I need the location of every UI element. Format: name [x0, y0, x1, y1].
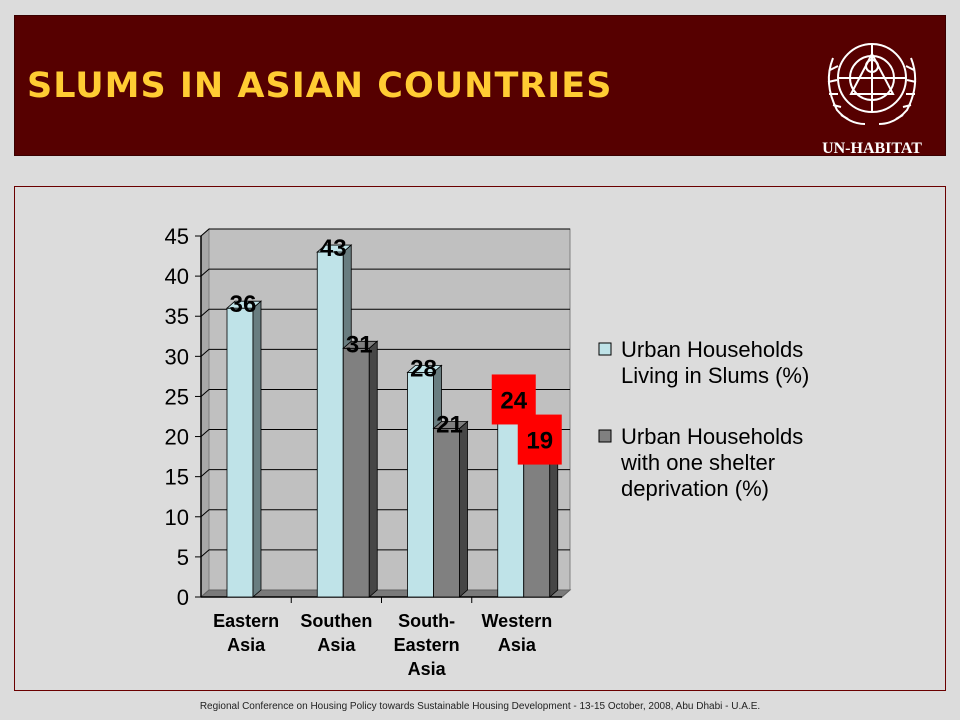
x-tick-label: Eastern — [213, 611, 279, 631]
bar-front — [407, 371, 434, 598]
x-tick-label: Asia — [408, 659, 447, 679]
y-tick-label: 25 — [165, 384, 189, 409]
y-tick-label: 35 — [165, 304, 189, 329]
gridline — [200, 388, 570, 397]
bar — [342, 340, 379, 598]
y-tick-label: 30 — [165, 344, 189, 369]
bar-front — [342, 347, 370, 598]
data-label: 43 — [320, 235, 347, 262]
gridline — [200, 228, 570, 237]
gridline — [200, 268, 570, 277]
y-tick-label: 45 — [165, 224, 189, 249]
un-emblem-icon — [827, 43, 917, 125]
x-tick-label: Southen — [300, 611, 372, 631]
y-tick-label: 40 — [165, 264, 189, 289]
data-label: 24 — [500, 387, 527, 414]
bar — [432, 420, 469, 598]
bar — [522, 436, 559, 598]
x-tick-label: Western — [482, 611, 553, 631]
data-label: 28 — [410, 355, 437, 382]
bar-front — [433, 428, 460, 598]
y-tick-label: 20 — [165, 425, 189, 450]
logo-text: UN-HABITAT — [822, 140, 922, 157]
bar-front — [316, 251, 344, 598]
bar-chart: 0 5 10 15 20 25 30 35 40 45 36 43 28 24 31 21 19 Eastern A… — [165, 224, 810, 679]
data-label: 31 — [346, 331, 373, 358]
plot-side-wall — [200, 227, 210, 599]
chart-panel: 0 5 10 15 20 25 30 35 40 45 36 43 28 24 31 21 19 Eastern A… — [14, 186, 946, 691]
y-tick-label: 5 — [177, 545, 189, 570]
x-tick-label: Asia — [317, 635, 356, 655]
y-tick-label: 15 — [165, 465, 189, 490]
gridline — [200, 348, 570, 357]
bar — [225, 300, 263, 598]
header-banner: SLUMS IN ASIAN COUNTRIES UN-HABITAT — [14, 15, 946, 157]
gridline — [200, 308, 570, 317]
bar-side — [252, 300, 262, 598]
y-tick-label: 0 — [177, 585, 189, 610]
bar-front — [523, 444, 551, 598]
legend-label: with one shelter — [620, 450, 775, 475]
bar-side — [368, 340, 378, 598]
data-label: 36 — [230, 291, 257, 318]
bar-side — [459, 420, 468, 598]
x-tick-label: Asia — [498, 635, 537, 655]
x-tick-label: Asia — [227, 635, 266, 655]
y-tick-label: 10 — [165, 505, 189, 530]
legend-label: Urban Households — [621, 424, 803, 449]
page-title: SLUMS IN ASIAN COUNTRIES — [27, 66, 613, 106]
footer-text: Regional Conference on Housing Policy to… — [199, 701, 761, 712]
bar-front — [226, 307, 254, 598]
legend-swatch — [598, 342, 612, 356]
data-label-highlight — [517, 414, 562, 465]
legend-label: Living in Slums (%) — [621, 363, 809, 388]
legend-label: deprivation (%) — [621, 476, 769, 501]
data-label: 19 — [526, 428, 553, 455]
x-tick-label: South- — [398, 611, 455, 631]
legend-label: Urban Households — [621, 337, 803, 362]
x-tick-label: Eastern — [394, 635, 460, 655]
legend-swatch — [598, 429, 612, 443]
un-habitat-logo: UN-HABITAT — [813, 28, 931, 157]
data-label: 21 — [436, 412, 463, 439]
